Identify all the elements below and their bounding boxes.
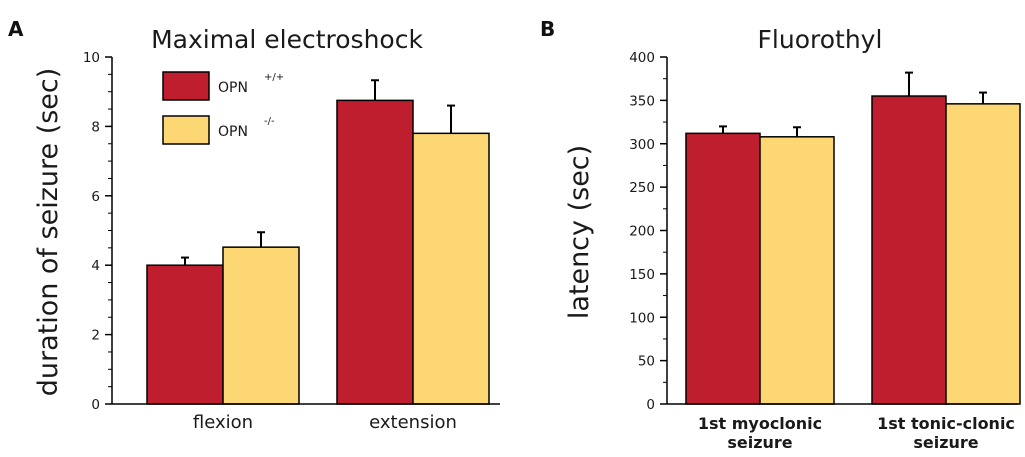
- y-tick-label: 350: [629, 93, 655, 109]
- y-tick-label: 6: [91, 189, 100, 205]
- y-tick-label: 0: [646, 397, 655, 413]
- legend-label: OPN: [218, 124, 248, 140]
- panel-b-letter: B: [540, 17, 555, 41]
- y-tick-label: 100: [629, 310, 655, 326]
- bar: [759, 136, 835, 405]
- panel-a-letter: A: [8, 17, 24, 41]
- x-category-label: flexion: [193, 412, 253, 433]
- y-tick-label: 8: [91, 119, 100, 135]
- bar: [146, 264, 224, 405]
- legend-superscript: -/-: [264, 116, 275, 127]
- bar: [685, 132, 761, 405]
- bar: [871, 95, 947, 405]
- y-tick-label: 50: [638, 354, 655, 370]
- y-tick-label: 0: [91, 397, 100, 413]
- x-category-label: 1st tonic-clonic: [877, 414, 1015, 433]
- x-category-label: extension: [369, 412, 457, 433]
- panel-a-title: Maximal electroshock: [151, 25, 423, 54]
- y-tick-label: 250: [629, 180, 655, 196]
- y-tick-label: 10: [83, 50, 100, 66]
- legend-superscript: +/+: [264, 72, 284, 83]
- y-tick-label: 200: [629, 224, 655, 240]
- y-tick-label: 2: [91, 328, 100, 344]
- y-tick-label: 150: [629, 267, 655, 283]
- x-category-label: seizure: [913, 433, 978, 452]
- bar: [222, 246, 300, 405]
- legend-swatch: [162, 115, 210, 145]
- x-category-label: seizure: [727, 433, 792, 452]
- panel-a-y-axis-label: duration of seizure (sec): [33, 68, 64, 397]
- y-tick-label: 300: [629, 137, 655, 153]
- bar: [336, 99, 414, 405]
- x-category-label: 1st myoclonic: [698, 414, 822, 433]
- bar: [412, 132, 490, 405]
- y-tick-label: 400: [629, 50, 655, 66]
- panel-a-chart: A Maximal electroshock duration of seizu…: [8, 17, 500, 433]
- legend-label: OPN: [218, 80, 248, 96]
- y-tick-label: 4: [91, 258, 100, 274]
- bar: [945, 103, 1021, 405]
- panel-b-chart: B Fluorothyl latency (sec) 0 50 100 150 200 2…: [540, 17, 1021, 452]
- panel-b-y-axis-label: latency (sec): [564, 145, 595, 319]
- panel-b-title: Fluorothyl: [758, 25, 883, 54]
- legend-swatch: [162, 71, 210, 101]
